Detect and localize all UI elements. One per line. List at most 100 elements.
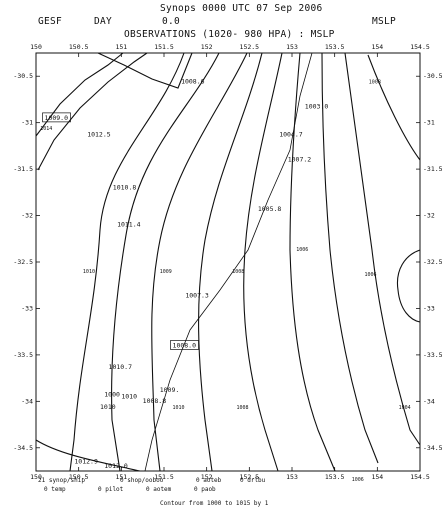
contour-value-label: 1006 bbox=[296, 247, 308, 253]
x-tick-label-top: 154 bbox=[371, 43, 383, 51]
obs-count-aotem: 0 aotem bbox=[146, 486, 172, 493]
isobar-8 bbox=[243, 52, 283, 472]
contour-value-label: 1006 bbox=[365, 272, 377, 278]
x-tick-label-top: 152 bbox=[201, 43, 213, 51]
map-frame bbox=[35, 52, 421, 472]
isobar-4 bbox=[69, 52, 185, 472]
contour-label-box bbox=[170, 340, 199, 350]
isobar-contours bbox=[35, 52, 421, 472]
x-tick-label-top: 153 bbox=[286, 43, 298, 51]
x-tick-label-bottom: 150.5 bbox=[69, 473, 89, 481]
longitude-ticks: 150 150 150.5 150.5 151 151 151.5 151.5 152 152 15… bbox=[30, 43, 430, 481]
isobar-3 bbox=[97, 52, 193, 89]
latitude-ticks: -30.5 -30.5 -31 -31 -31.5 -31.5 -32 -32 -32.5 -32… bbox=[13, 72, 442, 452]
y-tick-label-left: -33.5 bbox=[13, 351, 33, 359]
x-tick-label-bottom: 151 bbox=[115, 473, 127, 481]
contour-label-box bbox=[42, 112, 71, 123]
contour-value-label: 1012.9 bbox=[74, 458, 98, 466]
contour-note: Contour from 1000 to 1015 by 1 bbox=[160, 500, 269, 507]
x-tick-label-bottom: 153.5 bbox=[325, 473, 345, 481]
contour-value-label: 1010 bbox=[100, 403, 116, 411]
contour-value-label: 1007.3 bbox=[185, 291, 209, 299]
y-tick-label-left: -32.5 bbox=[13, 258, 33, 266]
contour-value-label: 1009. bbox=[160, 386, 180, 394]
period-label: DAY bbox=[94, 16, 113, 27]
x-tick-label-top: 150 bbox=[30, 43, 42, 51]
contour-value-label: 1008.8 bbox=[143, 397, 167, 405]
isobar-1 bbox=[35, 52, 124, 137]
y-tick-label-right: -34 bbox=[423, 397, 435, 405]
y-tick-label-right: -30.5 bbox=[423, 72, 443, 80]
y-tick-label-left: -31.5 bbox=[13, 165, 33, 173]
contour-value-label: 1010 bbox=[173, 405, 185, 411]
contour-value-label: 1008 bbox=[232, 269, 244, 275]
contour-value-label: 1012.0 bbox=[104, 462, 128, 470]
x-tick-label-top: 151 bbox=[115, 43, 127, 51]
y-tick-label-right: -31 bbox=[423, 119, 435, 127]
contour-value-label: 1008.6 bbox=[181, 78, 205, 86]
obs-count-shop: 0 shop/ooboo bbox=[120, 477, 164, 484]
contour-value-label: 1005.8 bbox=[258, 205, 282, 213]
y-tick-label-left: -32 bbox=[21, 212, 33, 220]
x-tick-label-top: 154.5 bbox=[410, 43, 430, 51]
contour-value-label: 1004.7 bbox=[279, 131, 303, 139]
contour-value-label: 1010 bbox=[83, 269, 95, 275]
y-tick-label-left: -34 bbox=[21, 397, 33, 405]
y-tick-label-left: -31 bbox=[21, 119, 33, 127]
period-value: 0.0 bbox=[162, 16, 181, 27]
y-tick-label-right: -32 bbox=[423, 212, 435, 220]
coastline bbox=[144, 52, 313, 472]
isobar-10 bbox=[321, 52, 379, 464]
x-tick-label-bottom: 151.5 bbox=[154, 473, 174, 481]
isobar-11 bbox=[344, 52, 421, 446]
chart-title: Synops 0000 UTC 07 Sep 2006 bbox=[160, 3, 323, 14]
isobar-12 bbox=[367, 54, 421, 161]
obs-count-drlbu: 0 drlbu bbox=[240, 477, 266, 484]
obs-count-aoteb: 0 aoteb bbox=[196, 477, 222, 484]
x-tick-label-bottom: 154.5 bbox=[410, 473, 430, 481]
x-tick-label-bottom: 153 bbox=[286, 473, 298, 481]
x-tick-label-bottom: 152.5 bbox=[240, 473, 260, 481]
contour-value-label: 1007.2 bbox=[288, 156, 312, 164]
isobar-9 bbox=[289, 52, 336, 472]
contour-labels: 1008.6 1009.0 1014 1012.5 1008 1003.0 1004.7 10… bbox=[40, 78, 410, 484]
isobar-7 bbox=[198, 52, 263, 472]
contour-value-label: 1008 bbox=[237, 405, 249, 411]
y-tick-label-right: -32.5 bbox=[423, 258, 443, 266]
contour-value-label: 1012.5 bbox=[87, 131, 111, 139]
contour-value-label: 1010.7 bbox=[109, 363, 133, 371]
x-tick-label-top: 152.5 bbox=[240, 43, 260, 51]
y-tick-label-right: -33 bbox=[423, 304, 435, 312]
x-tick-label-bottom: 152 bbox=[201, 473, 213, 481]
x-tick-label-bottom: 150 bbox=[30, 473, 42, 481]
contour-value-label: 1014 bbox=[40, 126, 52, 132]
y-tick-label-left: -30.5 bbox=[13, 72, 33, 80]
isobar-6 bbox=[151, 52, 248, 472]
isobar-14 bbox=[35, 439, 141, 472]
model-code: GESF bbox=[38, 16, 63, 27]
contour-value-label: 1008 bbox=[369, 80, 381, 86]
y-tick-label-right: -34.5 bbox=[423, 444, 443, 452]
contour-value-label: 1011.4 bbox=[117, 221, 141, 229]
contour-value-label: 1010 bbox=[121, 393, 137, 401]
obs-count-synop: 21 synop/ship bbox=[38, 477, 85, 484]
obs-count-temp: 0 temp bbox=[44, 486, 66, 493]
y-tick-label-left: -34.5 bbox=[13, 444, 33, 452]
contour-value-label: 1009 bbox=[160, 269, 172, 275]
contour-value-label: 1006 bbox=[352, 477, 364, 483]
y-tick-label-left: -33 bbox=[21, 304, 33, 312]
chart-subtitle: OBSERVATIONS (1020- 980 HPA) : MSLP bbox=[124, 29, 335, 40]
x-tick-label-top: 153.5 bbox=[325, 43, 345, 51]
obs-count-paob: 0 paob bbox=[194, 486, 216, 493]
obs-count-pilot: 0 pilot bbox=[98, 486, 124, 493]
y-tick-label-right: -31.5 bbox=[423, 165, 443, 173]
isobar-5 bbox=[111, 52, 220, 472]
x-tick-label-top: 150.5 bbox=[69, 43, 89, 51]
contour-value-label: 1008.0 bbox=[173, 341, 197, 349]
isobar-13 bbox=[396, 249, 421, 323]
contour-value-label: 1003.0 bbox=[305, 103, 329, 111]
y-tick-label-right: -33.5 bbox=[423, 351, 443, 359]
x-tick-label-top: 151.5 bbox=[154, 43, 174, 51]
isobar-2 bbox=[37, 52, 148, 171]
